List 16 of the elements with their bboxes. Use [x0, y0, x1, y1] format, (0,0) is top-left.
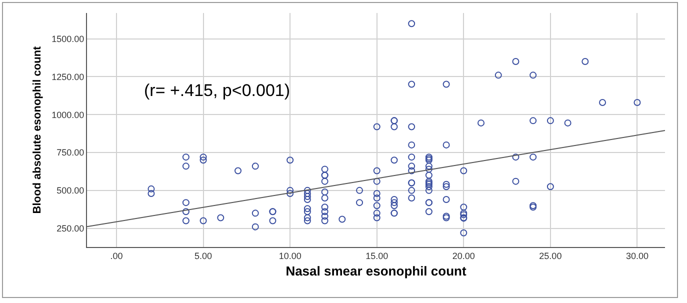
- x-tick-label: 10.00: [278, 250, 302, 261]
- annotation: (r= +.415, p<0.001): [144, 81, 290, 100]
- x-tick-label: 15.00: [366, 250, 388, 261]
- x-tick-label: 5.00: [194, 250, 212, 261]
- x-tick-label: 25.00: [539, 250, 562, 261]
- x-tick-label: 20.00: [452, 250, 475, 261]
- y-tick-label: 1000.00: [52, 110, 84, 120]
- x-axis-title: Nasal smear esonophil count: [286, 263, 467, 278]
- y-tick-label: 500.00: [56, 186, 84, 196]
- y-axis-title: Blood absolute esonophil count: [31, 46, 44, 214]
- y-tick-label: 250.00: [56, 224, 84, 234]
- x-tick-label: 30.00: [626, 250, 648, 261]
- y-tick-label: 1250.00: [52, 72, 84, 82]
- y-tick-label: 1500.00: [52, 34, 84, 44]
- x-tick-label: .00: [110, 250, 123, 261]
- y-tick-label: 750.00: [56, 148, 84, 158]
